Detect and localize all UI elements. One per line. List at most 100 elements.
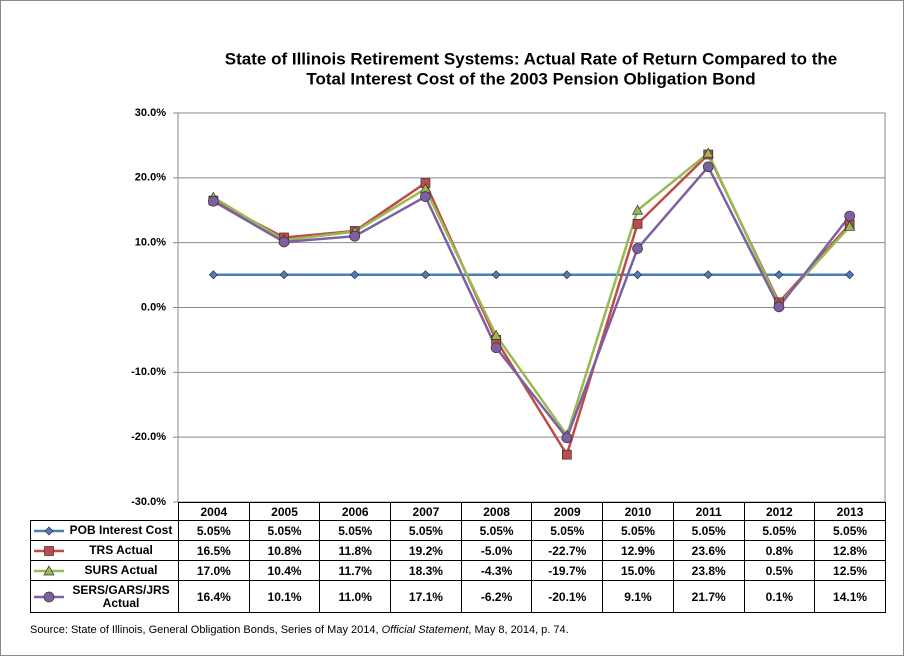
value-label: 14.1%	[814, 580, 886, 613]
series-line	[212, 151, 851, 439]
marker	[774, 270, 784, 280]
legend-cell: TRS Actual	[31, 544, 178, 557]
legend-key	[34, 591, 64, 602]
x-tick-label: 2004	[178, 502, 250, 521]
legend-key	[34, 564, 64, 575]
marker	[490, 342, 502, 354]
value-label: 16.4%	[178, 580, 250, 613]
legend-entry: TRS Actual	[30, 540, 179, 561]
marker	[845, 270, 855, 280]
value-label: 5.05%	[178, 520, 250, 541]
value-label: 5.05%	[672, 520, 745, 541]
legend-cell: POB Interest Cost	[31, 524, 178, 537]
value-label: -4.3%	[460, 560, 533, 581]
value-label: 9.1%	[602, 580, 674, 613]
source: Source: State of Illinois, General Oblig…	[30, 624, 569, 636]
marker	[279, 270, 289, 280]
value-label: 0.8%	[743, 540, 816, 561]
value-label: 12.8%	[814, 540, 886, 561]
marker	[631, 204, 644, 215]
source-text: Official Statement	[381, 624, 469, 636]
marker	[491, 270, 501, 280]
value-label: 19.2%	[390, 540, 462, 561]
value-label: 5.05%	[390, 520, 462, 541]
value-label: -5.0%	[460, 540, 533, 561]
series-line	[212, 164, 851, 441]
marker	[702, 147, 714, 158]
table-row: TRS Actual 16.5% 10.8% 11.8% 19.2% -5.0% -22.7…	[30, 540, 886, 561]
chart-title: Total Interest Cost of the 2003 Pension …	[306, 69, 755, 88]
legend-key	[34, 526, 64, 535]
chart-title: State of Illinois Retirement Systems: Ac…	[225, 49, 837, 68]
marker	[561, 432, 573, 444]
value-label: 18.3%	[390, 560, 462, 581]
x-tick-label: 2005	[248, 502, 321, 521]
marker	[561, 449, 572, 460]
legend-label: SERS/GARS/JRS Actual	[72, 582, 170, 610]
marker	[208, 195, 219, 207]
marker	[420, 270, 430, 280]
value-label: 0.5%	[743, 560, 816, 581]
x-tick-label: 2012	[743, 502, 816, 521]
legend-cell: SERS/GARS/JRS Actual	[31, 582, 178, 610]
x-tick-label: 2011	[672, 502, 745, 521]
y-tick-label: -10.0%	[131, 366, 166, 378]
value-label: 5.05%	[319, 520, 392, 541]
marker	[420, 191, 431, 202]
legend-entry: SURS Actual	[30, 560, 179, 581]
y-tick-label: 0.0%	[141, 301, 166, 313]
value-label: 23.6%	[672, 540, 745, 561]
marker	[702, 161, 714, 173]
value-label: 21.7%	[672, 580, 745, 613]
legend-entry: SERS/GARS/JRS Actual	[30, 580, 179, 613]
marker	[208, 270, 218, 280]
marker	[773, 301, 785, 313]
header-row: 2004 2005 2006 2007 2008 2009 2010 2011 2012 2013	[31, 502, 886, 521]
data-table: 2004 2005 2006 2007 2008 2009 2010 2011 2012 2013…	[30, 502, 886, 613]
value-label: 10.4%	[248, 560, 321, 581]
value-label: -6.2%	[460, 580, 533, 613]
value-label: 12.9%	[602, 540, 674, 561]
value-label: 23.8%	[672, 560, 745, 581]
marker	[632, 219, 643, 229]
source-text: , May 8, 2014, p. 74.	[468, 624, 569, 636]
value-label: 5.05%	[814, 520, 886, 541]
marker	[43, 591, 55, 602]
y-tick-label: 30.0%	[135, 107, 166, 119]
marker	[278, 236, 290, 248]
marker	[632, 243, 643, 254]
legend-entry: POB Interest Cost	[30, 520, 179, 541]
table-row: SERS/GARS/JRS Actual 16.4% 10.1% 11.0% 17.1%…	[30, 580, 886, 613]
x-tick-label: 2009	[531, 502, 604, 521]
value-label: 5.05%	[743, 520, 816, 541]
value-label: 16.5%	[178, 540, 250, 561]
value-label: 12.5%	[814, 560, 886, 581]
value-label: 10.8%	[248, 540, 321, 561]
value-label: 5.05%	[460, 520, 533, 541]
value-label: 11.0%	[319, 580, 392, 613]
marker	[350, 270, 360, 280]
marker	[44, 526, 54, 535]
x-tick-label: 2013	[814, 502, 886, 521]
y-tick-label: 20.0%	[135, 172, 166, 184]
legend-label: POB Interest Cost	[69, 523, 173, 537]
value-label: 5.05%	[531, 520, 604, 541]
value-label: 10.1%	[248, 580, 321, 613]
marker	[703, 270, 713, 280]
y-tick-label: 10.0%	[135, 237, 166, 249]
marker	[844, 210, 856, 222]
value-label: -19.7%	[531, 560, 604, 581]
marker	[349, 230, 361, 242]
value-label: -22.7%	[531, 540, 604, 561]
value-label: 5.05%	[602, 520, 674, 541]
marker	[844, 220, 856, 231]
marker	[633, 270, 643, 280]
legend-cell: SURS Actual	[31, 564, 178, 577]
value-label: 0.1%	[743, 580, 816, 613]
series-line	[212, 152, 851, 458]
marker	[43, 564, 55, 575]
table-row: POB Interest Cost 5.05% 5.05% 5.05% 5.05% 5.0…	[30, 520, 886, 541]
